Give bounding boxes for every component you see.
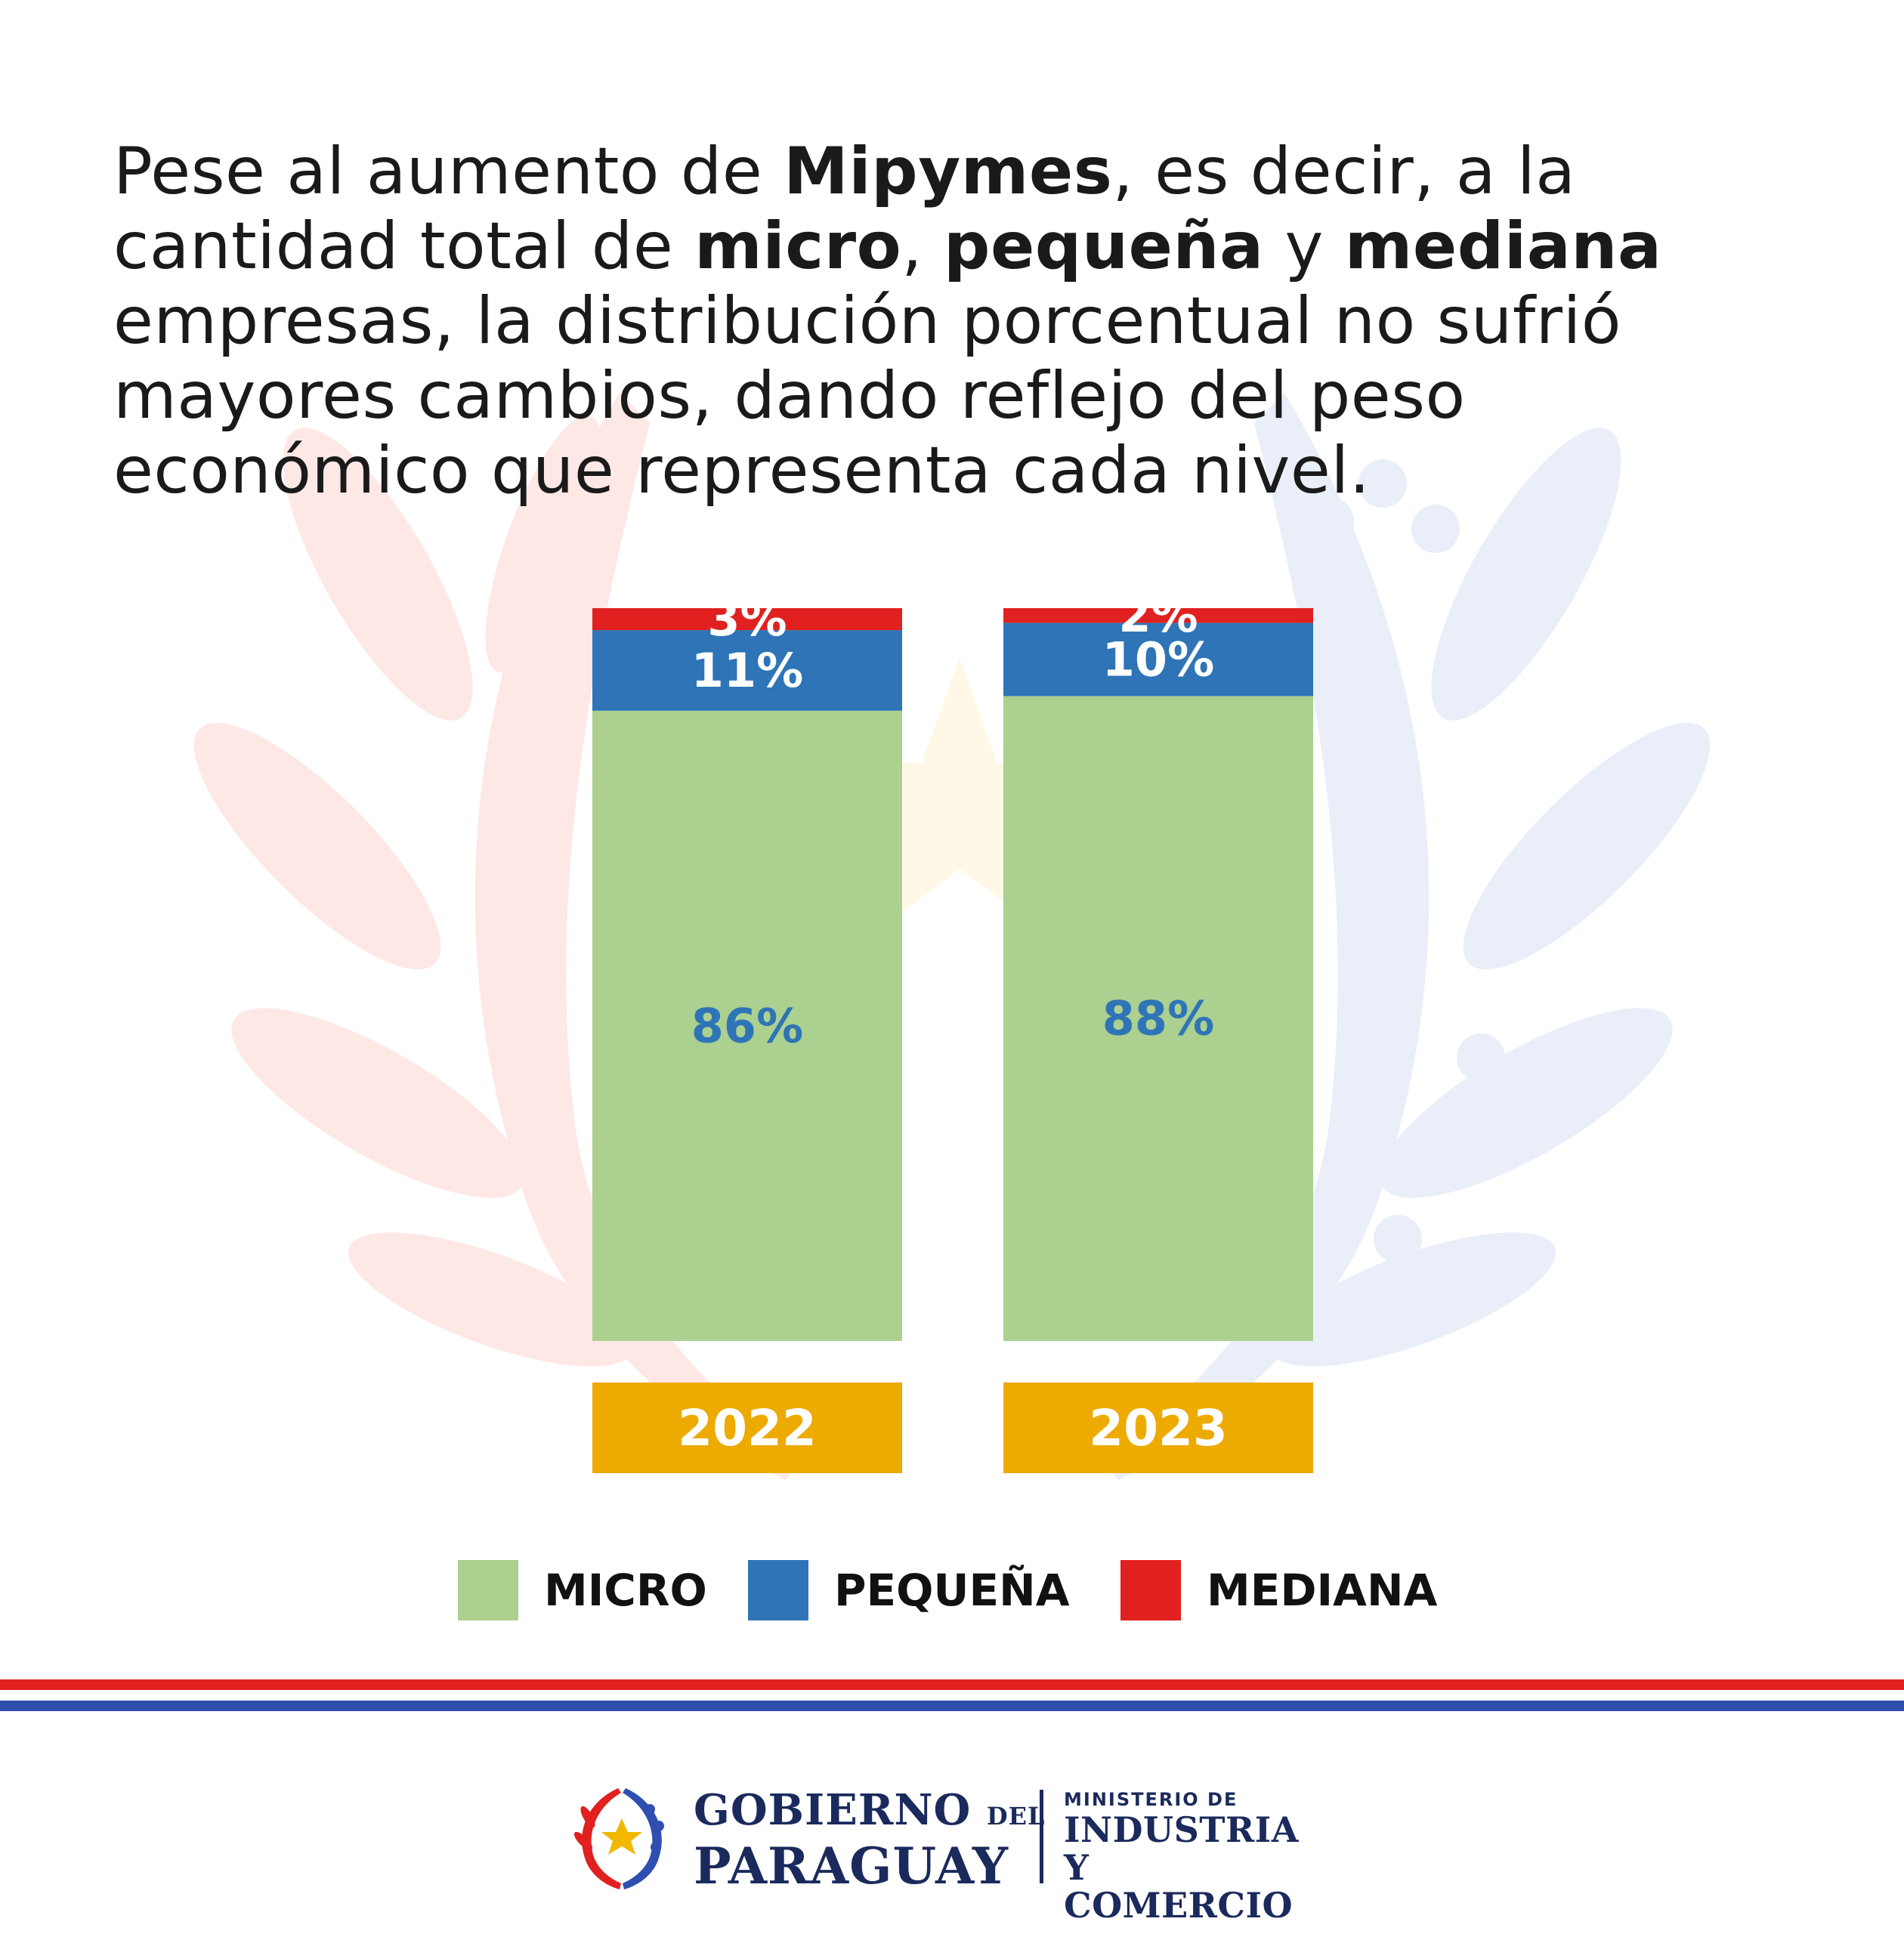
category-label-2022: 2022 <box>592 1383 902 1473</box>
bar-micro-2023 <box>1003 696 1313 1341</box>
flag-stripe-red <box>0 1679 1904 1690</box>
bar-pequena-2022 <box>592 630 902 711</box>
legend-swatch-micro <box>458 1560 518 1620</box>
data-label-pequena-2022: 11% <box>691 643 803 698</box>
flag-stripe-blue <box>0 1701 1904 1711</box>
legend-swatch-mediana <box>1120 1560 1181 1620</box>
data-label-micro-2022: 86% <box>691 998 803 1053</box>
legend-label-pequena: PEQUEÑA <box>834 1565 1070 1616</box>
logo-divider <box>1040 1790 1043 1883</box>
bar-mediana-2023 <box>1003 608 1313 623</box>
legend-item-mediana: MEDIANA <box>1120 1560 1437 1620</box>
bar-micro-2022 <box>592 710 902 1341</box>
footer-logo: GOBIERNO DEL PARAGUAY MINISTERIO DE INDU… <box>565 1779 1336 1924</box>
gobierno-del-paraguay-wordmark: GOBIERNO DEL PARAGUAY <box>694 1785 1046 1895</box>
category-label-2023: 2023 <box>1003 1383 1313 1473</box>
stacked-bar-chart: 86% 11%3% 88% 10%2% <box>592 588 1313 1341</box>
flag-stripe-white <box>0 1692 1904 1698</box>
bar-pequena-2023 <box>1003 623 1313 697</box>
data-label-mediana-2022: 3% <box>707 592 787 647</box>
legend-item-micro: MICRO <box>458 1560 707 1620</box>
legend-label-mediana: MEDIANA <box>1207 1565 1438 1616</box>
legend-label-micro: MICRO <box>544 1565 707 1616</box>
ministerio-wordmark: MINISTERIO DE INDUSTRIA Y COMERCIO <box>1064 1789 1299 1926</box>
national-seal-icon <box>573 1788 664 1889</box>
data-label-micro-2023: 88% <box>1102 991 1214 1046</box>
intro-paragraph: Pese al aumento de Mipymes, es decir, a … <box>113 134 1662 508</box>
legend-swatch-pequena <box>748 1560 808 1620</box>
data-label-pequena-2023: 10% <box>1102 632 1214 687</box>
bar-mediana-2022 <box>592 608 902 631</box>
data-label-mediana-2023: 2% <box>1118 588 1198 643</box>
legend-item-pequena: PEQUEÑA <box>748 1560 1070 1620</box>
